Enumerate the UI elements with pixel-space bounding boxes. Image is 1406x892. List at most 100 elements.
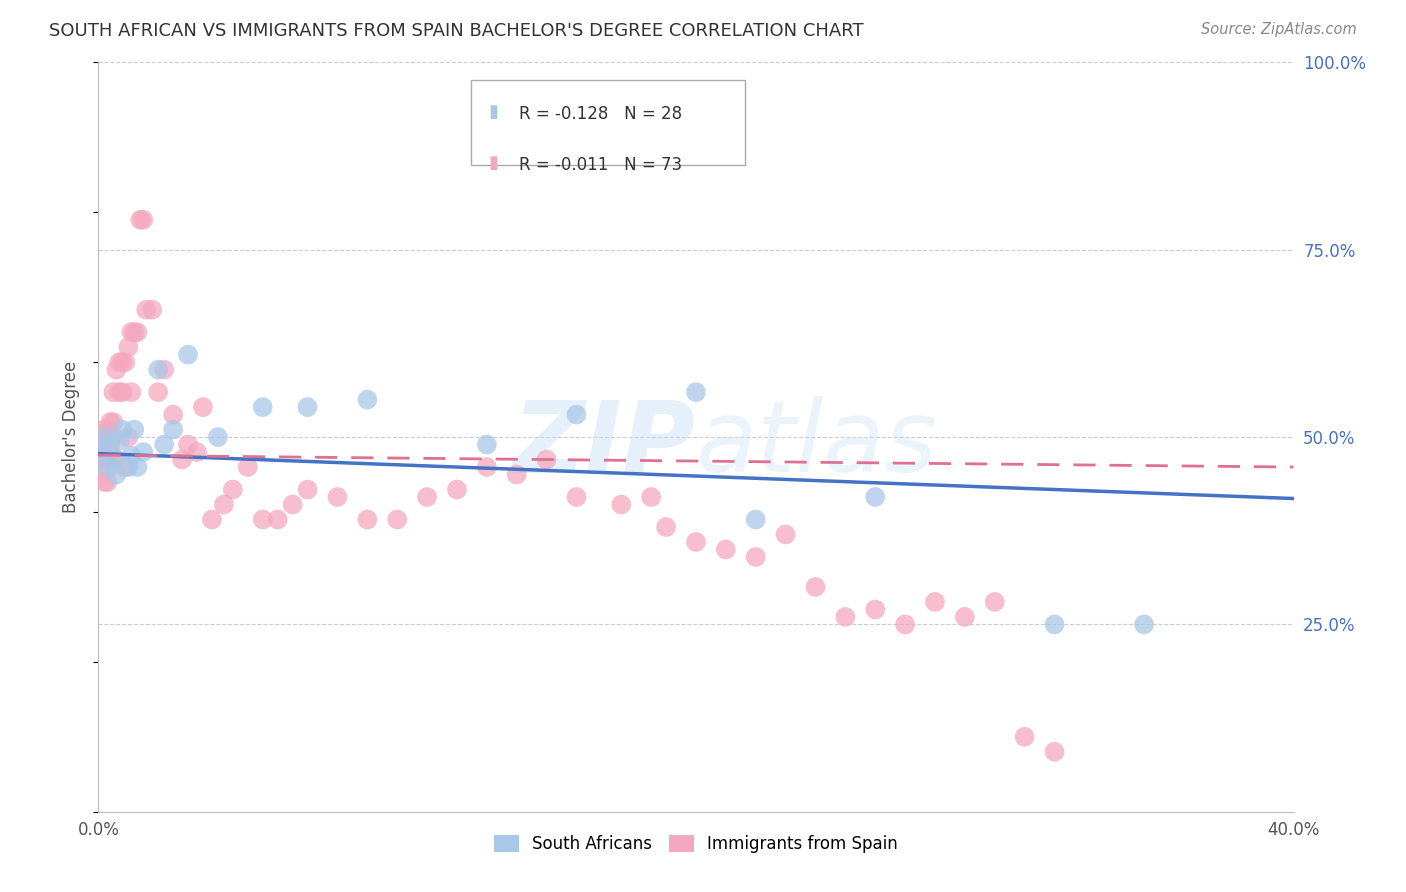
Point [90,460,112,475]
Point [506,467,529,482]
Text: ▮: ▮ [488,154,498,172]
Point [132,445,155,459]
Point [640,490,662,504]
Point [446,483,468,497]
Point [103,385,125,400]
Point [177,348,200,362]
Point [111,385,134,400]
Point [924,595,946,609]
Point [90,445,112,459]
Point [90,445,112,459]
Point [1014,730,1036,744]
Point [93,430,115,444]
Point [108,434,131,448]
Point [117,430,139,444]
Point [98,415,122,429]
Point [129,212,152,227]
Point [236,460,259,475]
Text: R = -0.128   N = 28: R = -0.128 N = 28 [519,105,682,123]
Point [127,460,149,475]
Point [191,400,214,414]
Point [834,610,856,624]
Point [153,437,176,451]
Point [120,385,142,400]
Point [148,385,170,400]
Point [132,212,155,227]
Text: ▮: ▮ [488,103,498,121]
Point [98,460,122,475]
Point [297,400,319,414]
Point [108,385,131,400]
Point [114,355,136,369]
Point [148,362,170,376]
Point [103,415,125,429]
Point [475,460,498,475]
Point [98,437,122,451]
Point [1043,745,1066,759]
Point [96,460,118,475]
Point [804,580,827,594]
Point [177,437,200,451]
Point [297,483,319,497]
Point [865,490,887,504]
Point [96,452,118,467]
Point [103,452,125,467]
Text: Source: ZipAtlas.com: Source: ZipAtlas.com [1201,22,1357,37]
Point [111,355,134,369]
Point [416,490,439,504]
Point [93,423,115,437]
Point [984,595,1007,609]
Y-axis label: Bachelor's Degree: Bachelor's Degree [62,361,80,513]
Text: ZIP: ZIP [513,396,696,493]
Point [120,325,142,339]
Point [385,512,409,526]
Point [745,549,768,564]
Point [685,385,707,400]
Point [162,423,184,437]
Point [252,512,274,526]
Point [685,535,707,549]
Point [356,512,378,526]
Point [108,355,131,369]
Point [111,423,134,437]
Point [714,542,737,557]
Point [120,449,142,463]
Text: R = -0.011   N = 73: R = -0.011 N = 73 [519,156,682,174]
Point [201,512,224,526]
Text: atlas: atlas [696,396,938,493]
Point [127,325,149,339]
Point [90,430,112,444]
Point [105,362,128,376]
Point [93,475,115,489]
Point [98,445,122,459]
Point [207,430,229,444]
Point [117,460,139,475]
Point [894,617,917,632]
Point [326,490,349,504]
Point [565,490,588,504]
Point [610,498,633,512]
Point [141,302,163,317]
Point [186,445,208,459]
Point [775,527,797,541]
Point [655,520,678,534]
Text: SOUTH AFRICAN VS IMMIGRANTS FROM SPAIN BACHELOR'S DEGREE CORRELATION CHART: SOUTH AFRICAN VS IMMIGRANTS FROM SPAIN B… [49,22,863,40]
Point [222,483,245,497]
Legend: South Africans, Immigrants from Spain: South Africans, Immigrants from Spain [488,828,904,860]
Point [162,408,184,422]
Point [212,498,235,512]
Point [114,460,136,475]
Point [153,362,176,376]
Point [135,302,157,317]
Point [1043,617,1066,632]
Point [475,437,498,451]
Point [252,400,274,414]
Point [93,437,115,451]
Point [536,452,558,467]
Point [745,512,768,526]
Point [124,325,146,339]
Point [281,498,304,512]
Point [1133,617,1156,632]
Point [267,512,290,526]
Point [953,610,976,624]
